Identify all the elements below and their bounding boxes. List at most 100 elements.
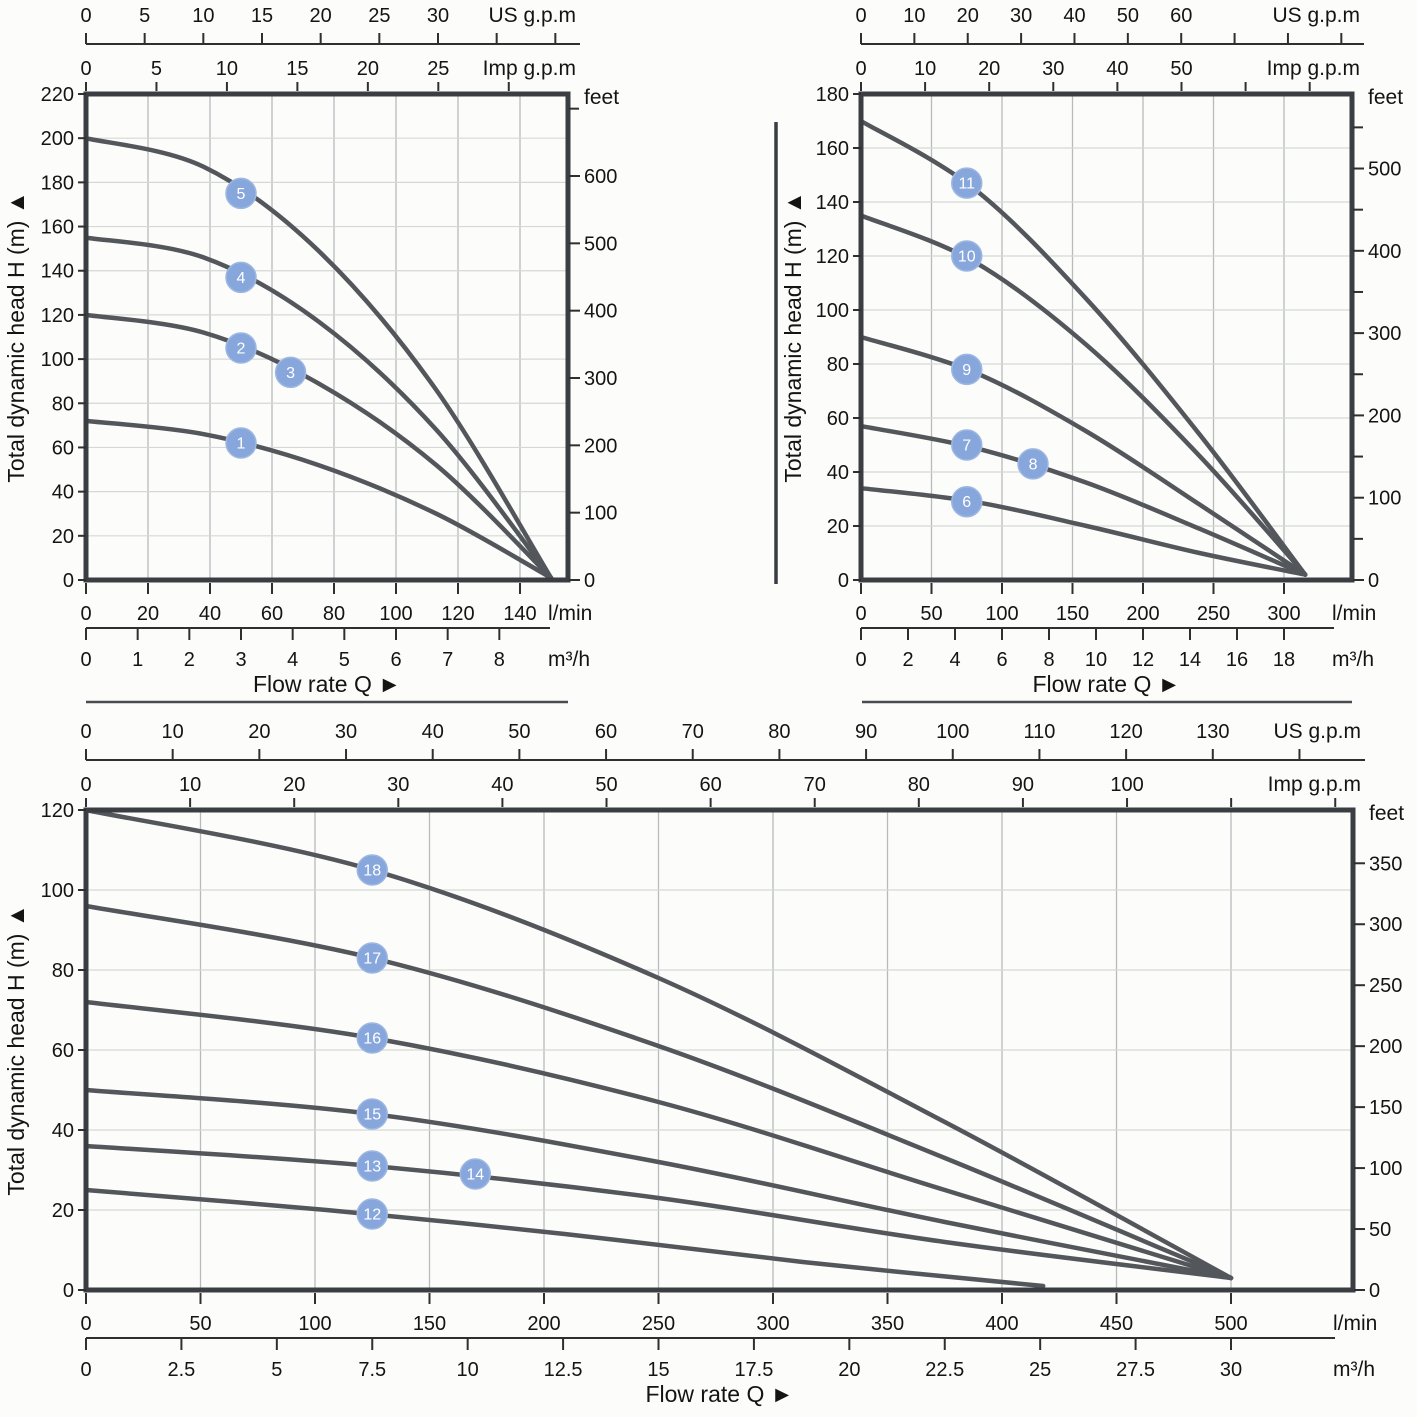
axis-top-imp-gpm: 0 10 20 30 40 50 60 70 80 90 100 Imp g.p.m (80, 773, 1361, 807)
tick-label-us-gpm: 80 (768, 721, 790, 743)
tick-label-lmin: 200 (527, 1313, 560, 1335)
tick-label-m3h: 10 (457, 1359, 479, 1381)
tick-label-meters: 0 (63, 1280, 74, 1302)
tick-label-meters: 100 (41, 349, 74, 371)
tick-label-imp-gpm: 70 (804, 774, 826, 796)
tick-label-meters: 100 (816, 300, 849, 322)
curve-label-text-9: 9 (962, 362, 971, 379)
tick-label-us-gpm: 10 (903, 5, 925, 27)
lmin-unit-label: l/min (548, 602, 592, 625)
pumps-1-5-curve-5 (83, 135, 554, 581)
tick-label-feet: 200 (584, 435, 617, 457)
y-axis-title: Total dynamic head H (m) ▲ (780, 191, 806, 482)
tick-label-m3h: 2.5 (168, 1359, 196, 1381)
tick-label-us-gpm: 0 (855, 5, 866, 27)
tick-label-us-gpm: 30 (427, 5, 449, 27)
axis-bottom-lmin: 0 50 100 150 200 250 300 350 400 450 500 l/min (80, 1293, 1377, 1335)
tick-label-lmin: 100 (379, 603, 412, 625)
tick-label-us-gpm: 90 (855, 721, 877, 743)
tick-label-meters: 100 (41, 880, 74, 902)
pumps-6-11-curve-11 (858, 118, 1308, 577)
tick-label-us-gpm: 60 (1170, 5, 1192, 27)
x-axis-title: Flow rate Q ► (1032, 671, 1180, 697)
tick-label-imp-gpm: 100 (1110, 774, 1143, 796)
tick-label-meters: 220 (41, 84, 74, 106)
tick-label-feet: 300 (1369, 914, 1402, 936)
tick-label-us-gpm: 25 (368, 5, 390, 27)
axis-right-feet: 0 100 200 300 400 500 feet (1353, 86, 1403, 592)
pumps-6-11-curve-6 (858, 485, 1308, 577)
tick-label-m3h: 3 (235, 649, 246, 671)
curve-label-bubble-17 (356, 942, 388, 974)
curve-label-bubble-18 (356, 854, 388, 886)
tick-label-feet: 50 (1369, 1219, 1391, 1241)
curve-label-bubble-1 (225, 427, 257, 459)
tick-label-imp-gpm: 40 (1106, 58, 1128, 80)
curves (83, 807, 1234, 1289)
tick-label-meters: 80 (52, 393, 74, 415)
imp-gpm-unit-label: Imp g.p.m (1267, 57, 1360, 80)
tick-label-meters: 160 (41, 217, 74, 239)
tick-label-m3h: 2 (184, 649, 195, 671)
axis-bottom-m3h: 0 2 4 6 8 10 12 14 16 18 m³/h (855, 627, 1374, 671)
curve-label-bubble-8 (1017, 448, 1049, 480)
curve-label-text-10: 10 (958, 249, 976, 266)
tick-label-lmin: 140 (503, 603, 536, 625)
lmin-unit-label: l/min (1332, 602, 1376, 625)
pumps-12-18-curve-17 (83, 903, 1234, 1281)
tick-label-us-gpm: 10 (192, 5, 214, 27)
tick-label-meters: 20 (827, 516, 849, 538)
pumps-1-5-curve-4 (83, 235, 554, 581)
tick-label-m3h: 14 (1179, 649, 1201, 671)
tick-label-imp-gpm: 0 (80, 58, 91, 80)
curve-label-bubble-11 (951, 167, 983, 199)
tick-label-feet: 100 (1369, 1158, 1402, 1180)
curve-label-text-8: 8 (1029, 456, 1038, 473)
axis-bottom-lmin: 0 50 100 150 200 250 300 l/min (855, 583, 1376, 625)
tick-label-feet: 300 (584, 368, 617, 390)
tick-label-m3h: 20 (838, 1359, 860, 1381)
tick-label-lmin: 20 (137, 603, 159, 625)
tick-label-lmin: 300 (756, 1313, 789, 1335)
tick-label-meters: 20 (52, 526, 74, 548)
tick-label-feet: 500 (584, 233, 617, 255)
curve-label-bubble-3 (274, 356, 307, 389)
axis-left-meters: 0 20 40 60 80 100 120 (41, 800, 86, 1302)
pumps-12-18-curve-16 (83, 999, 1234, 1281)
tick-label-lmin: 0 (80, 1313, 91, 1335)
tick-label-m3h: 15 (647, 1359, 669, 1381)
tick-label-m3h: 16 (1226, 649, 1248, 671)
tick-label-meters: 180 (41, 172, 74, 194)
axis-bottom-m3h: 0 1 2 3 4 5 6 7 8 m³/h (80, 627, 590, 671)
curve-label-text-7: 7 (962, 438, 971, 455)
curve-label-text-4: 4 (237, 270, 246, 287)
tick-label-feet: 600 (584, 166, 617, 188)
tick-label-lmin: 100 (985, 603, 1018, 625)
tick-label-us-gpm: 120 (1109, 721, 1142, 743)
tick-label-m3h: 10 (1085, 649, 1107, 671)
axis-top-imp-gpm: 0 5 10 15 20 25 Imp g.p.m (80, 57, 576, 91)
curve-label-text-15: 15 (363, 1107, 381, 1124)
tick-label-feet: 0 (584, 570, 595, 592)
axis-bottom-m3h: 0 2.5 5 7.5 10 12.5 15 17.5 20 22.5 25 27.5 30 m³/h (80, 1337, 1375, 1381)
chart-pumps-1-5: 5423102040608010012014016018020022001002… (3, 4, 619, 697)
curve-label-text-14: 14 (466, 1167, 484, 1184)
pumps-6-11-curve-7-8 (858, 423, 1308, 577)
tick-label-us-gpm: 20 (248, 721, 270, 743)
tick-label-m3h: 12 (1132, 649, 1154, 671)
tick-label-lmin: 100 (298, 1313, 331, 1335)
tick-label-m3h: 30 (1220, 1359, 1242, 1381)
tick-label-lmin: 60 (261, 603, 283, 625)
tick-label-imp-gpm: 20 (357, 58, 379, 80)
tick-label-meters: 160 (816, 138, 849, 160)
tick-label-us-gpm: 50 (508, 721, 530, 743)
tick-label-lmin: 400 (985, 1313, 1018, 1335)
tick-label-lmin: 80 (323, 603, 345, 625)
m3h-unit-label: m³/h (1332, 648, 1374, 671)
tick-label-imp-gpm: 30 (1042, 58, 1064, 80)
x-axis-title: Flow rate Q ► (645, 1381, 793, 1407)
tick-label-imp-gpm: 5 (151, 58, 162, 80)
tick-label-us-gpm: 130 (1196, 721, 1229, 743)
curve-label-text-17: 17 (363, 951, 381, 968)
